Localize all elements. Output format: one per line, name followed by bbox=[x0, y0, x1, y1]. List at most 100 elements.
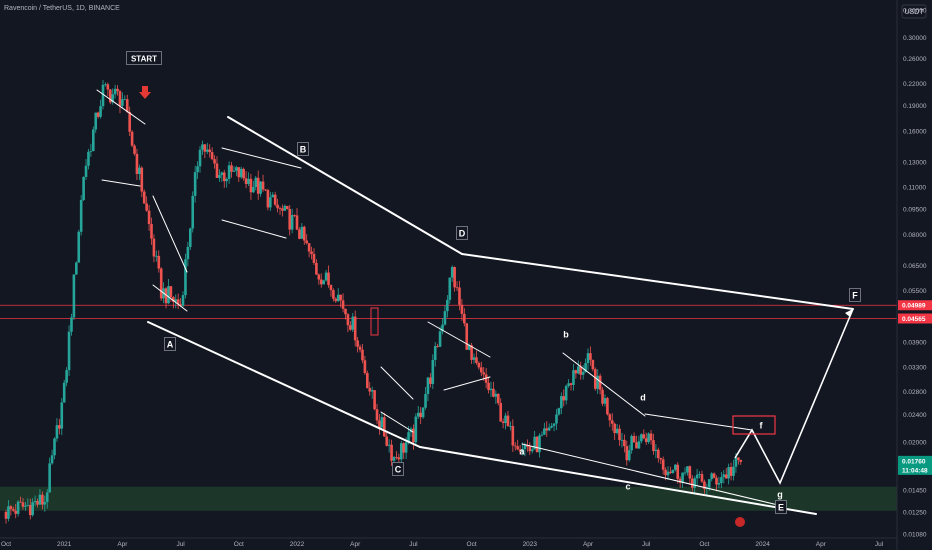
candle-body bbox=[259, 181, 262, 194]
candle-body bbox=[506, 415, 510, 427]
candle-body bbox=[203, 144, 207, 152]
candle-body bbox=[555, 414, 558, 424]
candle-body bbox=[324, 272, 328, 281]
wave-label-text: E bbox=[778, 503, 784, 513]
candle bbox=[414, 413, 418, 446]
candle-body bbox=[717, 482, 721, 485]
candle-body bbox=[174, 299, 178, 302]
candle-body bbox=[729, 467, 733, 476]
candle-body bbox=[724, 474, 728, 479]
candle bbox=[652, 433, 655, 455]
currency-label: USDT bbox=[904, 9, 924, 16]
candle-body bbox=[671, 469, 675, 473]
candle-body bbox=[351, 316, 355, 330]
candle-body bbox=[395, 457, 398, 458]
candle-body bbox=[734, 457, 738, 467]
candle-body bbox=[715, 477, 718, 485]
candle bbox=[671, 469, 675, 474]
candle-body bbox=[511, 426, 515, 446]
candle bbox=[123, 95, 127, 101]
candle-body bbox=[494, 393, 498, 397]
candle-body bbox=[353, 316, 357, 341]
candle bbox=[244, 171, 248, 189]
candle-body bbox=[676, 464, 680, 479]
candle bbox=[128, 106, 131, 137]
candle-body bbox=[273, 194, 277, 205]
candle bbox=[429, 373, 432, 388]
candle bbox=[550, 423, 553, 429]
candle-body bbox=[79, 200, 83, 232]
candle-body bbox=[591, 359, 595, 370]
candle-body bbox=[38, 494, 42, 505]
candle bbox=[145, 196, 148, 212]
candle bbox=[329, 284, 333, 297]
price-tick: 0.22000 bbox=[903, 81, 927, 88]
candle-body bbox=[220, 172, 224, 176]
candle bbox=[610, 413, 614, 431]
candle-body bbox=[310, 251, 313, 254]
candle-body bbox=[82, 176, 85, 201]
candle-body bbox=[336, 294, 340, 302]
candle bbox=[205, 142, 209, 155]
candle bbox=[264, 189, 267, 192]
wave-label-box bbox=[164, 337, 176, 351]
candle bbox=[344, 308, 347, 320]
candle bbox=[273, 191, 277, 207]
candle-body bbox=[664, 469, 667, 476]
candle bbox=[55, 418, 59, 442]
candle bbox=[647, 432, 650, 444]
candle-body bbox=[373, 390, 376, 410]
candle bbox=[729, 462, 733, 481]
projection-path bbox=[734, 308, 854, 485]
candle bbox=[618, 424, 621, 446]
candle bbox=[383, 412, 386, 437]
candle bbox=[302, 225, 306, 245]
candle-body bbox=[593, 369, 597, 389]
candle bbox=[62, 379, 66, 403]
price-badge-text: 11:04:48 bbox=[902, 467, 928, 474]
candle bbox=[395, 451, 398, 460]
candle bbox=[513, 442, 517, 451]
wave-label-box bbox=[456, 226, 468, 240]
candle-body bbox=[4, 511, 8, 519]
candle bbox=[222, 169, 226, 188]
candle bbox=[630, 434, 633, 454]
candle-body bbox=[196, 166, 199, 173]
candle-body bbox=[305, 240, 308, 244]
candle-body bbox=[407, 432, 410, 443]
candle bbox=[58, 418, 61, 435]
candle-body bbox=[96, 112, 100, 117]
candle bbox=[654, 444, 658, 459]
candle-body bbox=[237, 167, 241, 178]
candle-body bbox=[7, 506, 10, 519]
candle bbox=[399, 440, 403, 464]
candle-body bbox=[618, 428, 621, 441]
candle-body bbox=[441, 324, 444, 332]
candle-body bbox=[637, 441, 641, 449]
wave-label-text: C bbox=[395, 465, 402, 475]
candle-body bbox=[630, 436, 633, 451]
candle bbox=[28, 498, 32, 520]
price-tick: 0.01450 bbox=[903, 487, 927, 494]
candle bbox=[358, 344, 362, 353]
candle bbox=[9, 504, 13, 516]
candle-body bbox=[176, 299, 180, 305]
candle bbox=[567, 379, 570, 388]
candle-body bbox=[19, 501, 22, 503]
candle-body bbox=[77, 231, 81, 263]
candle bbox=[201, 140, 204, 155]
highlight-box bbox=[370, 307, 379, 336]
candle bbox=[77, 229, 81, 263]
candle bbox=[346, 313, 350, 333]
candle-body bbox=[703, 481, 706, 490]
candle-body bbox=[707, 479, 711, 488]
candle bbox=[416, 405, 420, 420]
candle bbox=[283, 204, 287, 211]
candle-body bbox=[632, 436, 636, 443]
candle-body bbox=[560, 396, 563, 409]
candle-body bbox=[538, 435, 541, 453]
candle-body bbox=[317, 274, 321, 280]
channel-line bbox=[521, 443, 779, 506]
candle bbox=[564, 384, 568, 405]
